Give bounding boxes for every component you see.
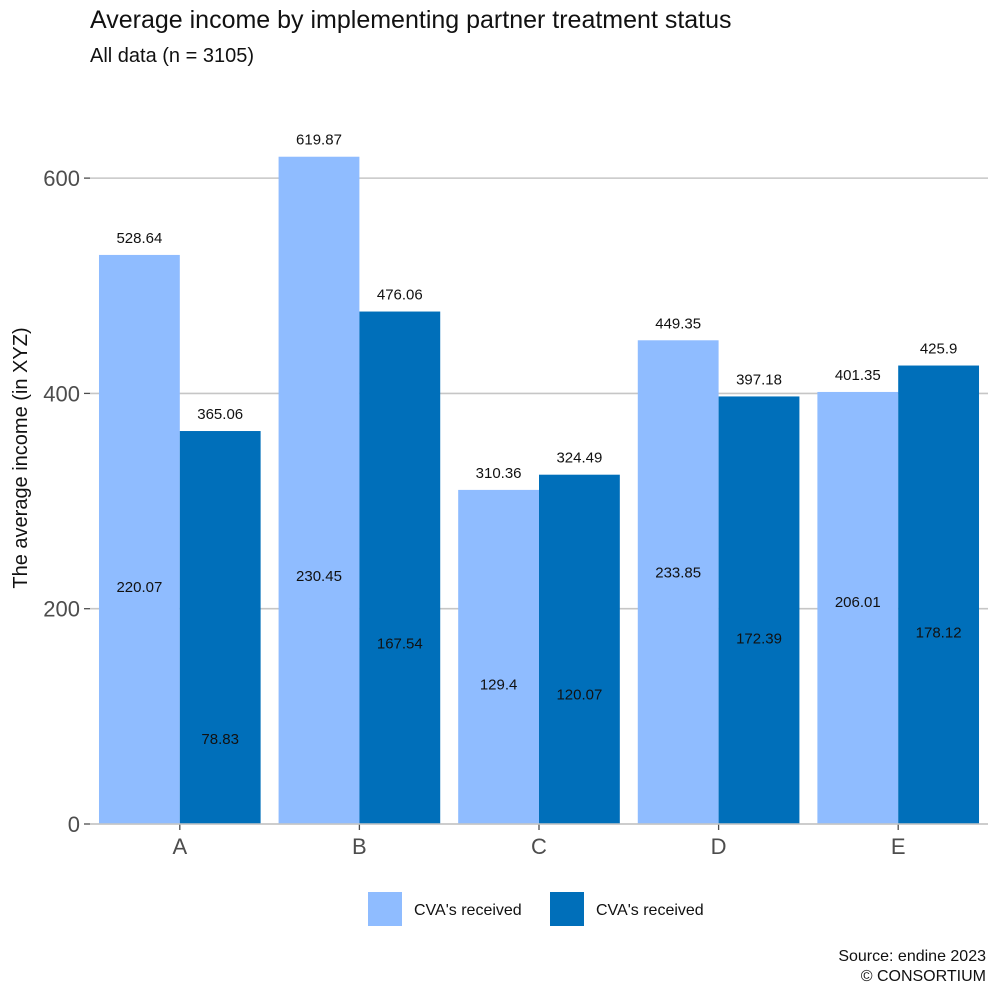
- bar-value-label: 619.87: [296, 132, 342, 149]
- bar-inner-label: 233.85: [655, 564, 701, 581]
- legend-label: CVA's received: [596, 902, 704, 919]
- y-tick-label: 400: [43, 381, 80, 406]
- bar-inner-label: 172.39: [736, 630, 782, 647]
- x-tick-label: C: [531, 834, 547, 859]
- bar-inner-label: 206.01: [835, 594, 881, 611]
- bar: [458, 489, 539, 824]
- y-axis-title: The average income (in XYZ): [10, 327, 32, 588]
- legend-swatch: [368, 892, 402, 926]
- bar-value-label: 425.9: [920, 341, 958, 358]
- chart-caption: Source: endine 2023 © CONSORTIUM: [838, 947, 986, 987]
- bar-value-label: 397.18: [736, 371, 782, 388]
- bar-inner-label: 78.83: [201, 731, 239, 748]
- bar-inner-label: 230.45: [296, 568, 342, 585]
- bar-inner-label: 178.12: [916, 624, 962, 641]
- bar: [718, 396, 800, 824]
- x-tick-label: B: [352, 834, 367, 859]
- bar: [359, 311, 441, 824]
- bar-inner-label: 120.07: [556, 687, 602, 704]
- bar-value-label: 449.35: [655, 315, 701, 332]
- y-tick-label: 600: [43, 166, 80, 191]
- x-tick-label: A: [172, 834, 187, 859]
- y-tick-label: 0: [68, 812, 80, 837]
- bar-value-label: 365.06: [197, 406, 243, 423]
- bar: [637, 340, 719, 824]
- bar-inner-label: 167.54: [377, 636, 423, 653]
- bar-value-label: 476.06: [377, 287, 423, 304]
- chart-title: Average income by implementing partner t…: [90, 6, 732, 34]
- bar: [539, 474, 620, 824]
- bar-inner-label: 220.07: [116, 579, 162, 596]
- legend-swatch: [550, 892, 584, 926]
- bar: [278, 156, 360, 825]
- bar: [898, 365, 980, 824]
- bar-value-label: 324.49: [556, 450, 602, 467]
- bar-value-label: 528.64: [116, 230, 162, 247]
- source-text: Source: endine 2023: [838, 948, 986, 965]
- bar-inner-label: 129.4: [480, 677, 518, 694]
- bar-value-label: 401.35: [835, 367, 881, 384]
- legend-label: CVA's received: [414, 902, 522, 919]
- x-tick-label: D: [711, 834, 727, 859]
- chart-subtitle: All data (n = 3105): [90, 45, 254, 67]
- bar: [817, 391, 899, 824]
- copyright-text: © CONSORTIUM: [860, 968, 986, 985]
- x-tick-label: E: [891, 834, 906, 859]
- y-tick-label: 200: [43, 597, 80, 622]
- bar: [98, 254, 180, 825]
- bar: [179, 431, 261, 824]
- bar-value-label: 310.36: [476, 465, 522, 482]
